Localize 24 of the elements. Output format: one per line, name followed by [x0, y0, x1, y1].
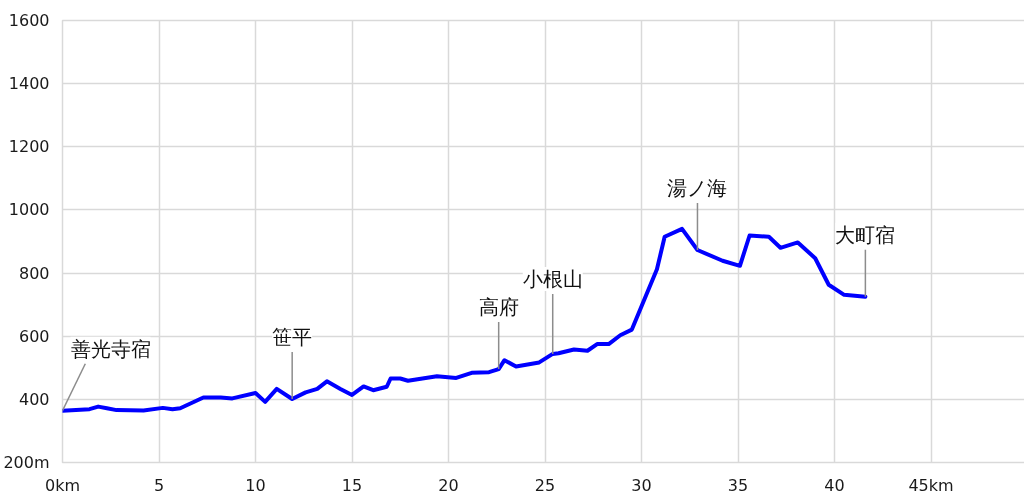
x-tick-label: 40: [824, 475, 845, 495]
annotation: 善光寺宿: [70, 336, 151, 361]
annotation: 大町宿: [835, 222, 896, 247]
y-tick-label: 400: [18, 389, 50, 409]
y-tick-label: 1000: [8, 200, 50, 220]
y-tick-label: 200m: [3, 453, 50, 472]
y-tick-label: 600: [18, 326, 50, 346]
x-tick-label: 0km: [44, 475, 81, 495]
annotation: 高府: [478, 295, 519, 320]
x-tick-label: 15: [341, 475, 363, 495]
x-tick-label: 25: [534, 475, 556, 495]
annotation: 湯ノ海: [667, 176, 728, 201]
y-tick-label: 800: [18, 263, 50, 283]
x-tick-label: 45km: [908, 475, 954, 495]
x-tick-label: 5: [153, 475, 165, 495]
x-tick-label: 10: [245, 475, 266, 495]
annotation: 笹平: [272, 325, 313, 350]
y-tick-label: 1200: [8, 137, 50, 157]
x-tick-label: 30: [631, 475, 652, 495]
y-tick-label: 1400: [8, 74, 50, 94]
x-tick-label: 20: [438, 475, 459, 495]
y-tick-label: 1600: [8, 11, 50, 30]
annotation: 小根山: [522, 267, 583, 292]
x-tick-label: 35: [727, 475, 749, 495]
